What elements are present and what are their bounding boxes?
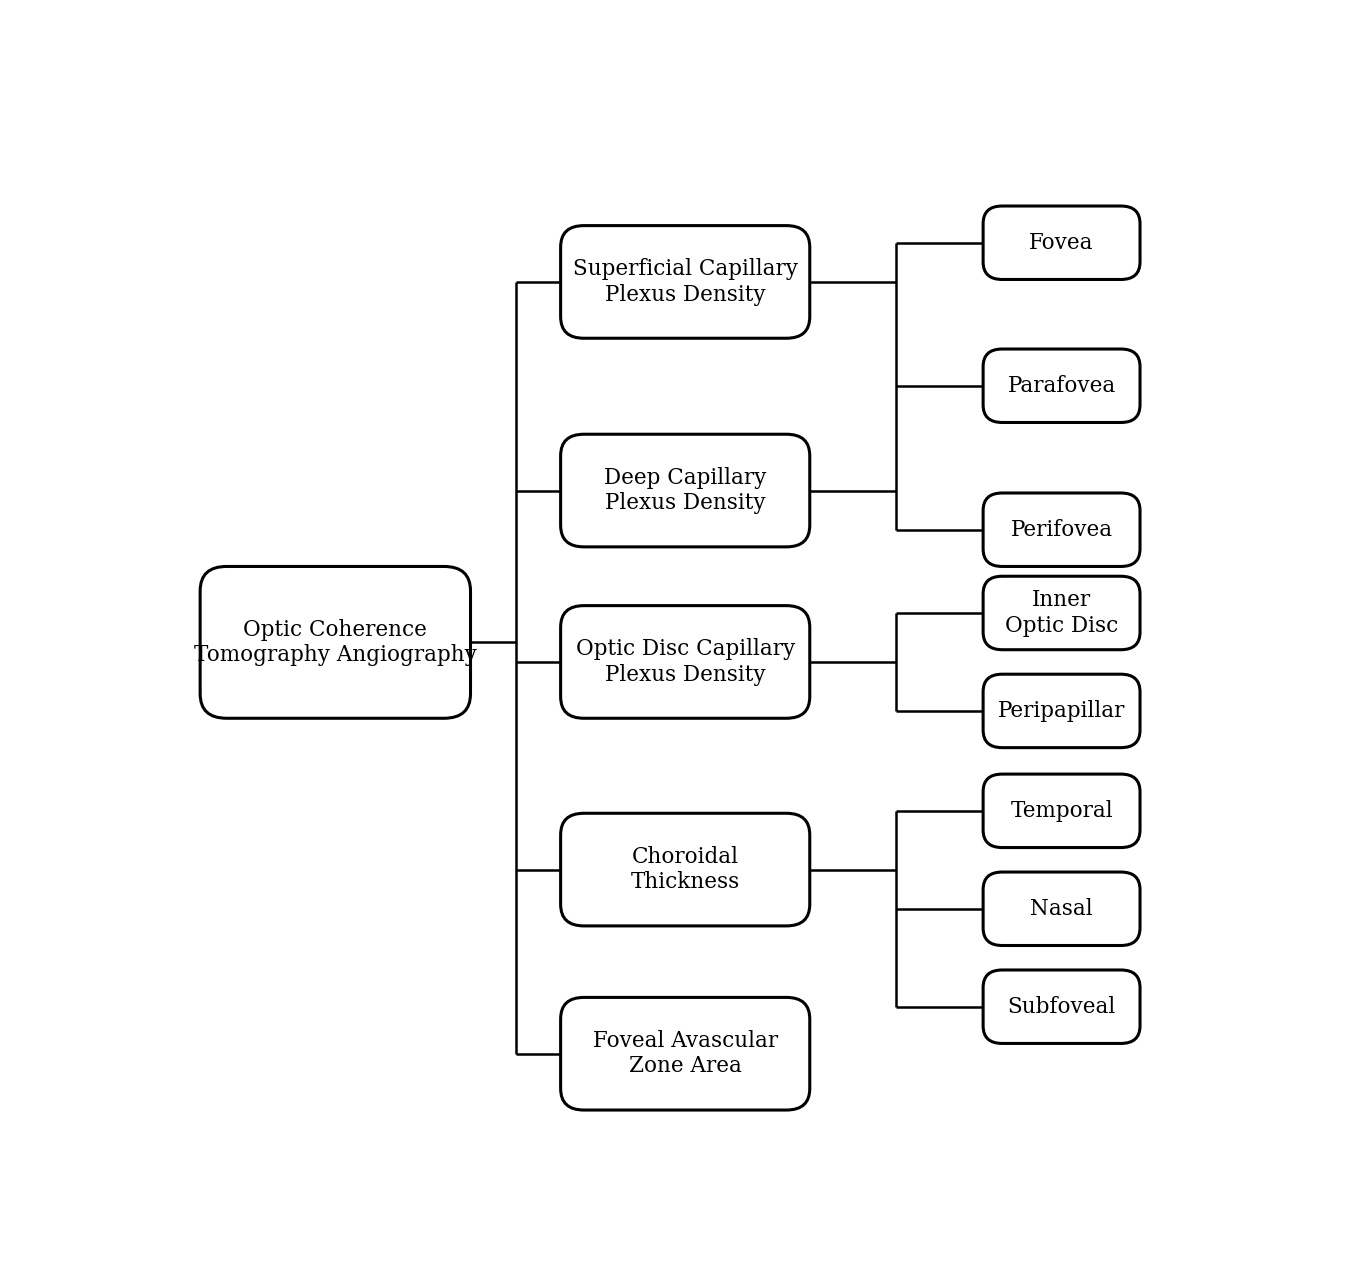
- Text: Optic Disc Capillary
Plexus Density: Optic Disc Capillary Plexus Density: [576, 639, 795, 686]
- FancyBboxPatch shape: [984, 494, 1140, 566]
- Text: Optic Coherence
Tomography Angiography: Optic Coherence Tomography Angiography: [194, 618, 477, 667]
- FancyBboxPatch shape: [984, 349, 1140, 422]
- FancyBboxPatch shape: [561, 225, 810, 338]
- Text: Nasal: Nasal: [1030, 898, 1093, 920]
- Text: Perifovea: Perifovea: [1011, 519, 1112, 541]
- FancyBboxPatch shape: [984, 873, 1140, 945]
- FancyBboxPatch shape: [200, 566, 471, 719]
- FancyBboxPatch shape: [984, 971, 1140, 1043]
- Text: Temporal: Temporal: [1010, 800, 1114, 822]
- Text: Inner
Optic Disc: Inner Optic Disc: [1005, 589, 1118, 637]
- Text: Fovea: Fovea: [1029, 232, 1094, 253]
- FancyBboxPatch shape: [561, 813, 810, 926]
- FancyBboxPatch shape: [561, 605, 810, 719]
- Text: Parafovea: Parafovea: [1007, 375, 1116, 397]
- FancyBboxPatch shape: [561, 434, 810, 547]
- Text: Deep Capillary
Plexus Density: Deep Capillary Plexus Density: [605, 467, 766, 514]
- Text: Superficial Capillary
Plexus Density: Superficial Capillary Plexus Density: [573, 258, 798, 305]
- Text: Subfoveal: Subfoveal: [1007, 996, 1116, 1018]
- FancyBboxPatch shape: [561, 997, 810, 1110]
- Text: Foveal Avascular
Zone Area: Foveal Avascular Zone Area: [592, 1030, 778, 1077]
- FancyBboxPatch shape: [984, 206, 1140, 280]
- FancyBboxPatch shape: [984, 674, 1140, 748]
- Text: Peripapillar: Peripapillar: [997, 700, 1126, 722]
- FancyBboxPatch shape: [984, 576, 1140, 650]
- FancyBboxPatch shape: [984, 775, 1140, 847]
- Text: Choroidal
Thickness: Choroidal Thickness: [631, 846, 740, 893]
